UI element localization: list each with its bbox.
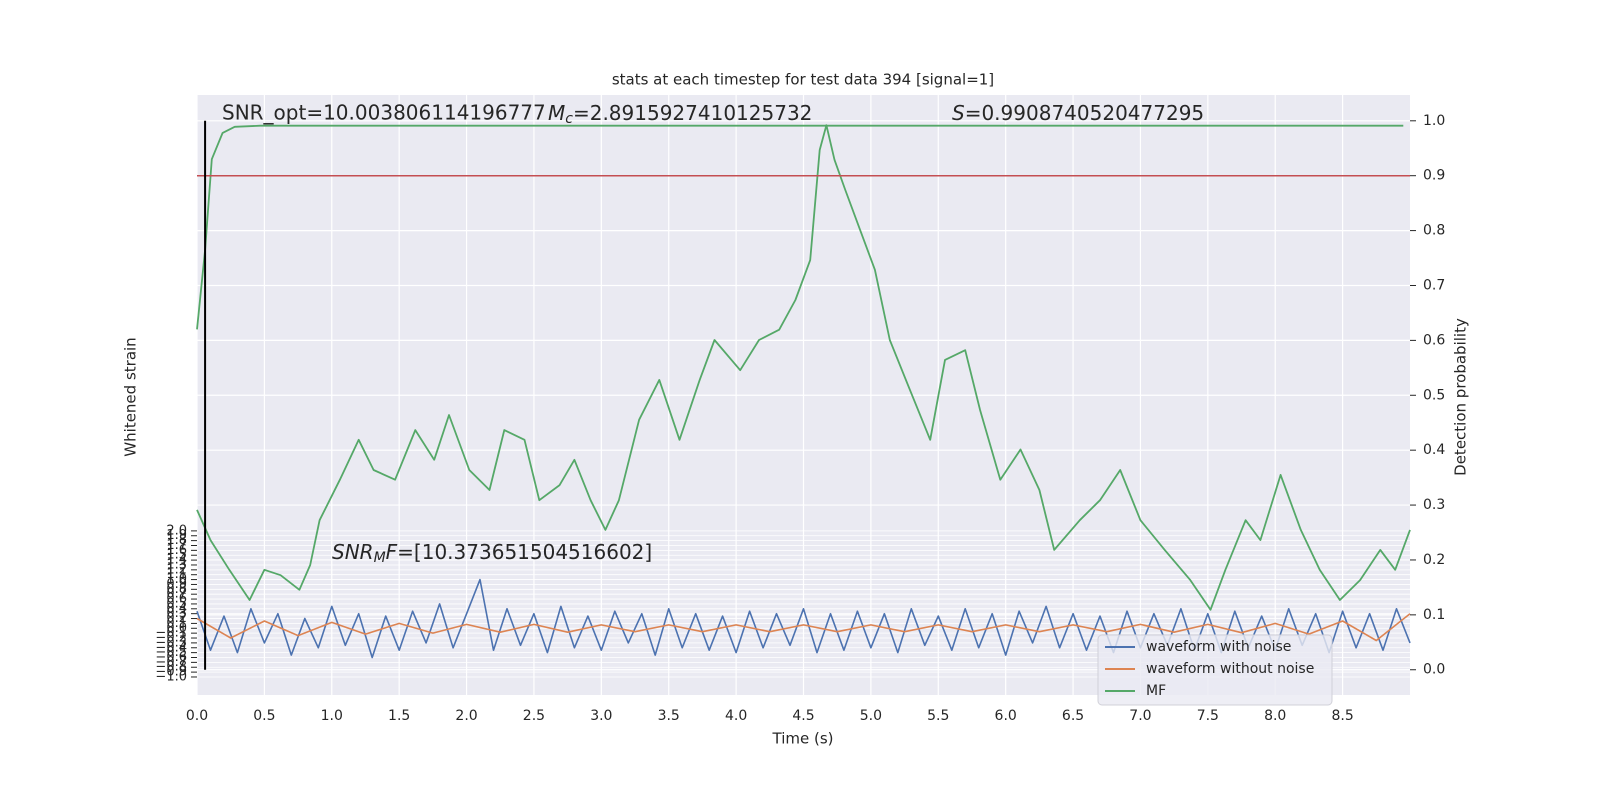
y-tick-label: −0.2 bbox=[155, 631, 187, 646]
series-line bbox=[196, 613, 1411, 642]
legend: waveform with noise waveform without nois… bbox=[1097, 634, 1333, 706]
y-tick-label: 1.2 bbox=[166, 562, 187, 577]
y2-tick-label: 0.6 bbox=[1423, 332, 1445, 348]
y2-tick-label: 0.9 bbox=[1423, 168, 1445, 184]
legend-box bbox=[1097, 634, 1333, 706]
y2-tick-label: 0.7 bbox=[1423, 277, 1445, 293]
y-tick-label: −0.5 bbox=[155, 645, 187, 660]
x-axis-label: Time (s) bbox=[772, 730, 834, 748]
x-tick-label: 2.0 bbox=[455, 708, 477, 724]
y-tick-label: 1.5 bbox=[166, 548, 187, 563]
x-tick-label: 6.5 bbox=[1062, 708, 1084, 724]
x-tick-label: 8.0 bbox=[1264, 708, 1286, 724]
y-tick-label: 0.7 bbox=[166, 587, 187, 602]
y2-tick-label: 1.0 bbox=[1423, 113, 1445, 129]
y2-tick-label: 0.8 bbox=[1423, 223, 1445, 239]
series-line bbox=[196, 578, 1411, 659]
legend-label: waveform with noise bbox=[1146, 639, 1291, 655]
y-tick-label: 0.0 bbox=[166, 621, 187, 636]
y-tick-label: 0.4 bbox=[166, 601, 187, 616]
y-tick-label: −0.8 bbox=[155, 660, 187, 675]
annotation-text: =[10.373651504516602] bbox=[397, 540, 652, 564]
y-tick-label: −0.7 bbox=[155, 655, 187, 670]
x-tick-label: 7.5 bbox=[1197, 708, 1219, 724]
x-tick-label: 4.0 bbox=[725, 708, 747, 724]
annotation: SNRMF=[10.373651504516602] bbox=[332, 540, 652, 567]
y-tick-label: −0.6 bbox=[155, 650, 187, 665]
y-tick-label: 0.6 bbox=[166, 592, 187, 607]
y-tick-label: −0.9 bbox=[155, 665, 187, 680]
x-tick-label: 7.0 bbox=[1129, 708, 1151, 724]
y-tick-label: 1.7 bbox=[166, 538, 187, 553]
y-tick-label: 0.3 bbox=[166, 606, 187, 621]
annotation-text: =0.9908740520477295 bbox=[965, 101, 1204, 125]
y2-tick-label: 0.0 bbox=[1423, 662, 1445, 678]
y2-tick-label: 0.5 bbox=[1423, 387, 1445, 403]
y-axis-label: Whitened strain bbox=[122, 337, 140, 456]
y2-tick-label: 0.2 bbox=[1423, 552, 1445, 568]
legend-label: waveform without noise bbox=[1146, 661, 1314, 677]
y-tick-label: −0.1 bbox=[155, 626, 187, 641]
y-tick-label: 0.8 bbox=[166, 582, 187, 597]
y-tick-label: 0.1 bbox=[166, 616, 187, 631]
x-tick-label: 4.5 bbox=[792, 708, 814, 724]
annotation: Mc=2.8915927410125732 bbox=[548, 101, 812, 128]
chart-title: stats at each timestep for test data 394… bbox=[612, 71, 994, 89]
y-tick-label: 0.2 bbox=[166, 611, 187, 626]
y-tick-label: 1.3 bbox=[166, 557, 187, 572]
annotation-symbol: SNR bbox=[332, 540, 374, 564]
y-tick-label: 1.0 bbox=[166, 572, 187, 587]
x-tick-label: 6.0 bbox=[995, 708, 1017, 724]
x-tick-label: 1.5 bbox=[388, 708, 410, 724]
legend-label: MF bbox=[1146, 683, 1166, 699]
annotation-sub: M bbox=[374, 550, 386, 566]
x-tick-label: 3.5 bbox=[658, 708, 680, 724]
annotation-text: =2.8915927410125732 bbox=[573, 101, 812, 125]
y-tick-label: 0.5 bbox=[166, 596, 187, 611]
annotation: SNR_opt=10.003806114196777 bbox=[222, 101, 546, 125]
y-tick-label: 0.9 bbox=[166, 577, 187, 592]
x-tick-label: 0.0 bbox=[186, 708, 208, 724]
y-tick-label: 1.6 bbox=[166, 543, 187, 558]
y2-tick-label: 0.3 bbox=[1423, 497, 1445, 513]
y-tick-label: −0.3 bbox=[155, 635, 187, 650]
annotation-symbol: F bbox=[386, 540, 398, 564]
x-tick-label: 8.5 bbox=[1331, 708, 1353, 724]
y-tick-label: −0.4 bbox=[155, 640, 187, 655]
x-tick-label: 5.0 bbox=[860, 708, 882, 724]
marks bbox=[196, 120, 1411, 670]
y-tick-label: 2.0 bbox=[166, 523, 187, 538]
y2-tick-label: 0.1 bbox=[1423, 607, 1445, 623]
annotation: S=0.9908740520477295 bbox=[952, 101, 1204, 125]
y2-axis-label: Detection probability bbox=[1452, 318, 1470, 476]
y-tick-label: 1.4 bbox=[166, 553, 187, 568]
x-tick-label: 2.5 bbox=[523, 708, 545, 724]
series-line bbox=[196, 124, 1411, 611]
y2-tick-label: 0.4 bbox=[1423, 442, 1445, 458]
x-tick-label: 3.0 bbox=[590, 708, 612, 724]
annotation-symbol: S bbox=[952, 101, 965, 125]
x-tick-label: 5.5 bbox=[927, 708, 949, 724]
annotation-sub: c bbox=[565, 111, 573, 127]
annotation-symbol: M bbox=[548, 101, 565, 125]
y-tick-label: 1.9 bbox=[166, 528, 187, 543]
x-tick-label: 1.0 bbox=[321, 708, 343, 724]
y-tick-label: 1.8 bbox=[166, 533, 187, 548]
y-tick-label: −1.0 bbox=[155, 669, 187, 684]
y-tick-label: 1.1 bbox=[166, 567, 187, 582]
x-tick-label: 0.5 bbox=[253, 708, 275, 724]
